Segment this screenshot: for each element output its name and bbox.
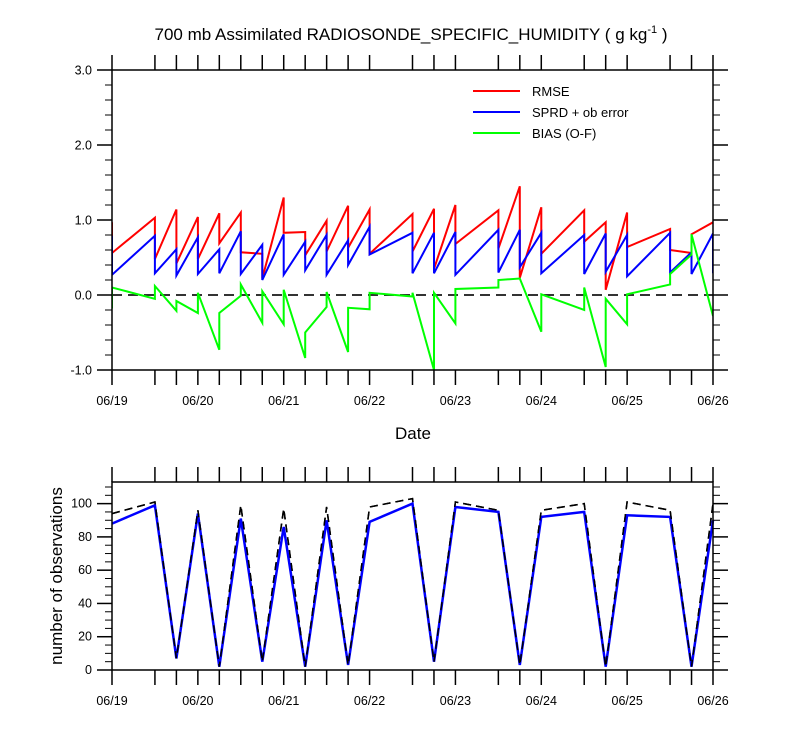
y-tick-label: -1.0 (70, 364, 92, 378)
top-panel: 3.0 2.0 1.0 0.0 -1.0 06/19 06/20 06/21 06/22 06/2… (70, 55, 729, 408)
x-tick-label: 06/26 (697, 394, 728, 408)
x-tick-label: 06/19 (96, 394, 127, 408)
y-tick-label: 100 (71, 497, 92, 511)
legend-label: RMSE (532, 84, 570, 99)
x-tick-label: 06/24 (526, 694, 557, 708)
bottom-panel: 0 20 40 60 80 100 06/19 06/20 06/21 06/22 06/23 06/… (71, 467, 729, 708)
x-tick-label: 06/21 (268, 394, 299, 408)
x-tick-label: 06/25 (612, 394, 643, 408)
x-tick-label: 06/22 (354, 694, 385, 708)
x-tick-label: 06/26 (697, 694, 728, 708)
x-tick-label: 06/25 (612, 694, 643, 708)
y-tick-label: 80 (78, 530, 92, 544)
x-tick-label: 06/22 (354, 394, 385, 408)
x-tick-label: 06/23 (440, 694, 471, 708)
y-tick-label: 0.0 (75, 289, 92, 303)
y-tick-label: 1.0 (75, 214, 92, 228)
y-tick-label: 20 (78, 630, 92, 644)
series-line-bias-o-f (112, 234, 713, 371)
x-tick-label: 06/21 (268, 694, 299, 708)
bottom-y-axis-title: number of observations (47, 487, 66, 665)
series-line-observations-assimilated (111, 501, 715, 667)
series-line-observations-possible (111, 497, 714, 667)
y-tick-label: 40 (78, 596, 92, 610)
x-tick-label: 06/24 (526, 394, 557, 408)
x-tick-label: 06/20 (182, 394, 213, 408)
series-line-overlay (111, 497, 714, 667)
chart-title: 700 mb Assimilated RADIOSONDE_SPECIFIC_H… (155, 24, 668, 44)
y-tick-label: 0 (85, 663, 92, 677)
series-line-sprd-ob-error (112, 222, 713, 281)
y-tick-label: 2.0 (75, 139, 92, 153)
legend: RMSE SPRD + ob error BIAS (O-F) (473, 84, 629, 141)
y-tick-label: 60 (78, 563, 92, 577)
legend-label: BIAS (O-F) (532, 126, 596, 141)
top-x-axis-title: Date (395, 424, 431, 443)
x-tick-label: 06/23 (440, 394, 471, 408)
legend-label: SPRD + ob error (532, 105, 629, 120)
x-tick-label: 06/19 (96, 694, 127, 708)
y-tick-label: 3.0 (75, 64, 92, 78)
x-tick-label: 06/20 (182, 694, 213, 708)
